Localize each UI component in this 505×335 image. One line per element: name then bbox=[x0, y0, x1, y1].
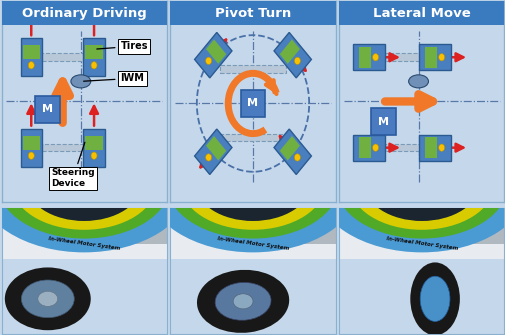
FancyBboxPatch shape bbox=[338, 202, 503, 265]
Circle shape bbox=[91, 62, 97, 69]
FancyBboxPatch shape bbox=[261, 200, 335, 244]
Circle shape bbox=[438, 144, 444, 151]
Text: In-Wheel Motor System: In-Wheel Motor System bbox=[216, 236, 289, 251]
Ellipse shape bbox=[0, 128, 171, 239]
FancyBboxPatch shape bbox=[352, 135, 384, 161]
Circle shape bbox=[28, 62, 34, 69]
FancyBboxPatch shape bbox=[274, 129, 311, 175]
FancyBboxPatch shape bbox=[425, 137, 436, 158]
FancyBboxPatch shape bbox=[2, 202, 167, 265]
Ellipse shape bbox=[196, 270, 289, 333]
Text: Pivot Turn: Pivot Turn bbox=[215, 7, 290, 19]
FancyBboxPatch shape bbox=[359, 47, 370, 68]
Text: In-Wheel Motor System: In-Wheel Motor System bbox=[385, 236, 457, 251]
Ellipse shape bbox=[419, 276, 449, 322]
Circle shape bbox=[233, 294, 252, 309]
FancyBboxPatch shape bbox=[85, 136, 103, 149]
Circle shape bbox=[91, 152, 97, 159]
Ellipse shape bbox=[410, 262, 459, 335]
Ellipse shape bbox=[0, 114, 191, 252]
Bar bbox=[170, 0, 335, 25]
Ellipse shape bbox=[363, 146, 479, 221]
Circle shape bbox=[294, 57, 300, 65]
Text: M: M bbox=[378, 117, 388, 127]
Circle shape bbox=[438, 54, 444, 61]
Text: Tires: Tires bbox=[96, 41, 147, 51]
Ellipse shape bbox=[26, 146, 142, 221]
Text: Lateral Move: Lateral Move bbox=[372, 7, 470, 19]
Circle shape bbox=[372, 54, 378, 61]
FancyBboxPatch shape bbox=[170, 259, 335, 334]
FancyBboxPatch shape bbox=[170, 202, 335, 265]
FancyBboxPatch shape bbox=[83, 38, 105, 76]
FancyBboxPatch shape bbox=[429, 200, 503, 244]
FancyBboxPatch shape bbox=[274, 32, 311, 78]
Ellipse shape bbox=[348, 137, 493, 230]
FancyBboxPatch shape bbox=[23, 136, 40, 149]
FancyBboxPatch shape bbox=[279, 136, 299, 160]
Circle shape bbox=[294, 154, 300, 161]
FancyBboxPatch shape bbox=[220, 66, 285, 73]
Ellipse shape bbox=[195, 146, 310, 221]
FancyBboxPatch shape bbox=[379, 54, 424, 61]
FancyBboxPatch shape bbox=[220, 134, 285, 141]
Ellipse shape bbox=[408, 75, 428, 88]
Circle shape bbox=[38, 291, 58, 307]
FancyBboxPatch shape bbox=[23, 46, 40, 59]
FancyBboxPatch shape bbox=[371, 108, 395, 135]
FancyBboxPatch shape bbox=[419, 44, 450, 70]
FancyBboxPatch shape bbox=[42, 144, 83, 151]
FancyBboxPatch shape bbox=[419, 135, 450, 161]
Circle shape bbox=[205, 154, 211, 161]
Circle shape bbox=[28, 152, 34, 159]
FancyBboxPatch shape bbox=[92, 200, 167, 244]
Bar bbox=[338, 0, 503, 25]
Text: Steering
Device: Steering Device bbox=[51, 142, 94, 188]
FancyBboxPatch shape bbox=[352, 44, 384, 70]
Text: M: M bbox=[42, 105, 53, 115]
Text: M: M bbox=[247, 98, 258, 109]
FancyBboxPatch shape bbox=[194, 129, 231, 175]
FancyBboxPatch shape bbox=[21, 129, 42, 167]
FancyBboxPatch shape bbox=[359, 137, 370, 158]
Text: Ordinary Driving: Ordinary Driving bbox=[22, 7, 146, 19]
Text: IWM: IWM bbox=[83, 73, 144, 83]
Ellipse shape bbox=[166, 128, 339, 239]
FancyBboxPatch shape bbox=[279, 40, 299, 64]
Ellipse shape bbox=[145, 114, 360, 252]
Ellipse shape bbox=[12, 137, 157, 230]
Circle shape bbox=[205, 57, 211, 65]
Ellipse shape bbox=[215, 282, 271, 320]
Ellipse shape bbox=[5, 267, 90, 330]
Ellipse shape bbox=[314, 114, 505, 252]
FancyBboxPatch shape bbox=[206, 136, 226, 160]
Ellipse shape bbox=[71, 75, 90, 88]
FancyBboxPatch shape bbox=[42, 54, 83, 61]
FancyBboxPatch shape bbox=[21, 38, 42, 76]
Circle shape bbox=[372, 144, 378, 151]
FancyBboxPatch shape bbox=[379, 144, 424, 151]
FancyBboxPatch shape bbox=[2, 259, 167, 334]
FancyBboxPatch shape bbox=[240, 90, 265, 117]
FancyBboxPatch shape bbox=[338, 259, 503, 334]
FancyBboxPatch shape bbox=[35, 96, 60, 123]
FancyBboxPatch shape bbox=[425, 47, 436, 68]
FancyBboxPatch shape bbox=[85, 46, 103, 59]
Bar bbox=[2, 0, 167, 25]
FancyBboxPatch shape bbox=[194, 32, 231, 78]
Ellipse shape bbox=[334, 128, 505, 239]
FancyBboxPatch shape bbox=[206, 40, 226, 64]
Ellipse shape bbox=[180, 137, 325, 230]
Text: In-Wheel Motor System: In-Wheel Motor System bbox=[48, 236, 120, 251]
Ellipse shape bbox=[21, 280, 74, 318]
FancyBboxPatch shape bbox=[83, 129, 105, 167]
